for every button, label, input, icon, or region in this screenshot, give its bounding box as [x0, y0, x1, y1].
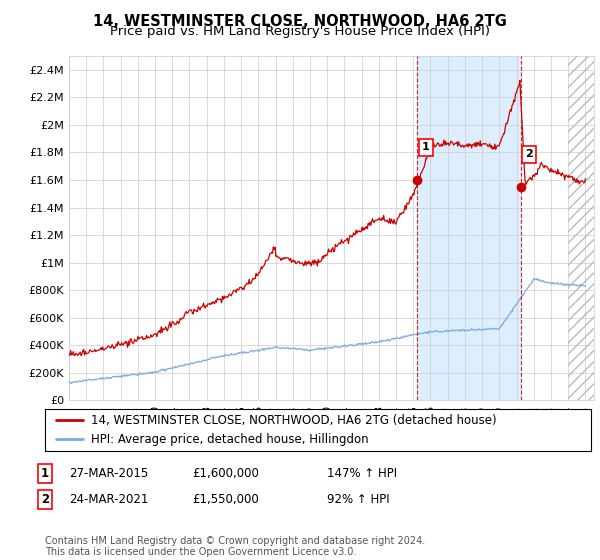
Text: 92% ↑ HPI: 92% ↑ HPI	[327, 493, 389, 506]
Text: Price paid vs. HM Land Registry's House Price Index (HPI): Price paid vs. HM Land Registry's House …	[110, 25, 490, 38]
Text: 2: 2	[525, 150, 533, 160]
Text: £1,550,000: £1,550,000	[192, 493, 259, 506]
Text: HPI: Average price, detached house, Hillingdon: HPI: Average price, detached house, Hill…	[91, 433, 369, 446]
Text: Contains HM Land Registry data © Crown copyright and database right 2024.
This d: Contains HM Land Registry data © Crown c…	[45, 535, 425, 557]
Text: 14, WESTMINSTER CLOSE, NORTHWOOD, HA6 2TG (detached house): 14, WESTMINSTER CLOSE, NORTHWOOD, HA6 2T…	[91, 414, 497, 427]
Text: 14, WESTMINSTER CLOSE, NORTHWOOD, HA6 2TG: 14, WESTMINSTER CLOSE, NORTHWOOD, HA6 2T…	[93, 14, 507, 29]
Text: 1: 1	[422, 142, 430, 152]
Text: 24-MAR-2021: 24-MAR-2021	[69, 493, 148, 506]
Text: 2: 2	[41, 493, 49, 506]
Text: 1: 1	[41, 466, 49, 480]
Text: £1,600,000: £1,600,000	[192, 466, 259, 480]
Bar	[568, 56, 594, 400]
Text: 27-MAR-2015: 27-MAR-2015	[69, 466, 148, 480]
Bar	[417, 56, 520, 400]
Text: 147% ↑ HPI: 147% ↑ HPI	[327, 466, 397, 480]
Bar	[568, 56, 594, 400]
